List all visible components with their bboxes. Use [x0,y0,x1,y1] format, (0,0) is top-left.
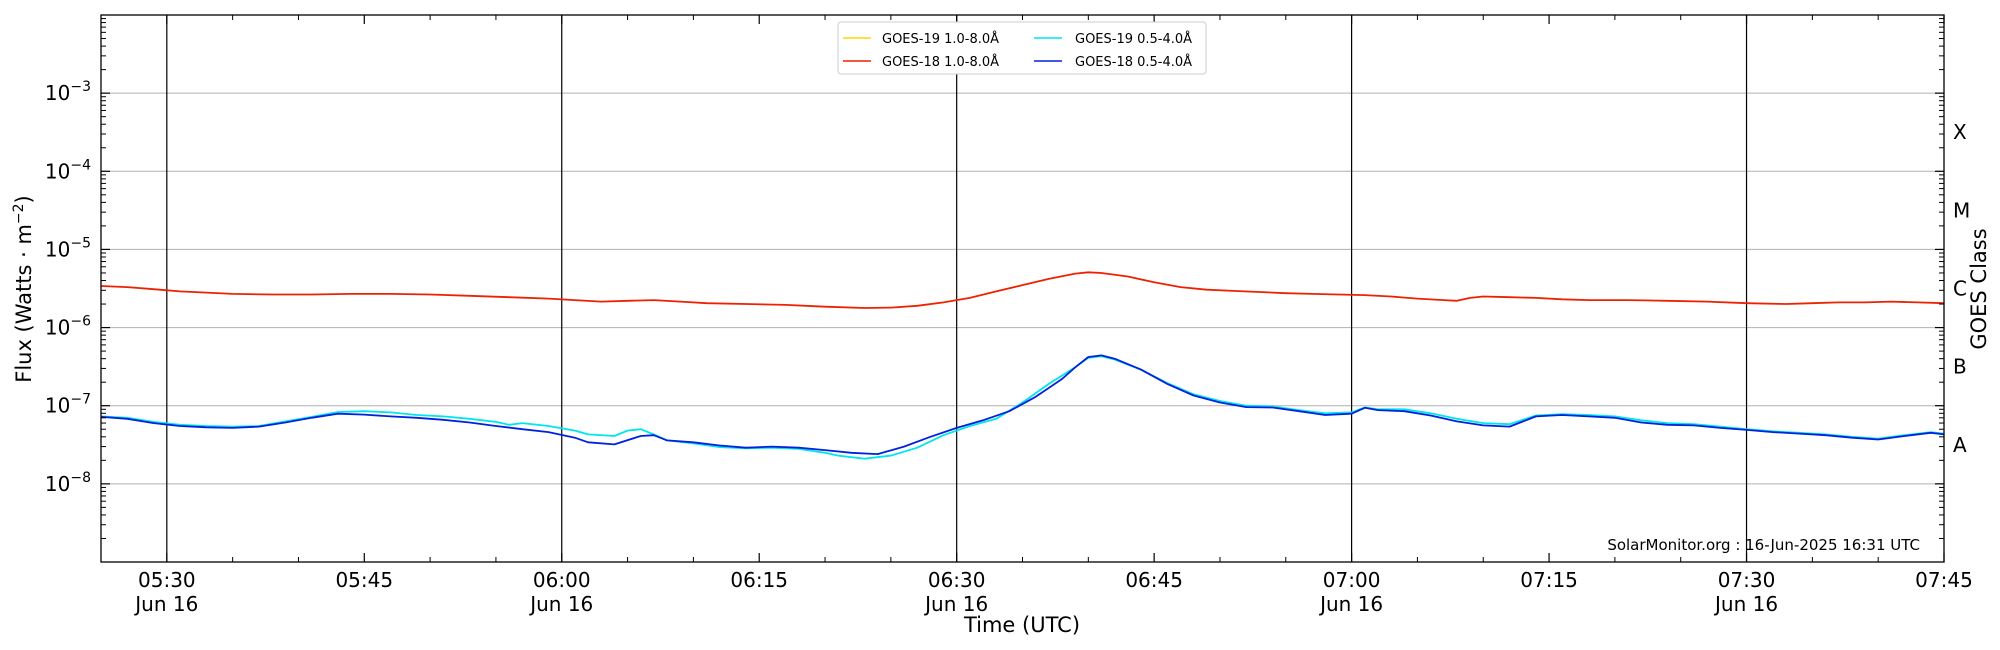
legend-label-goes18-long: GOES-18 1.0-8.0Å [882,54,999,70]
x-tick-label: 05:30 [138,568,196,592]
x-tick-label: 07:15 [1520,568,1578,592]
goes-class-label: X [1953,120,1967,144]
grid-lines [101,92,1944,485]
y-tick-label: 10−7 [45,392,91,418]
x-tick-label: 07:45 [1915,568,1973,592]
legend-label-goes19-short: GOES-19 0.5-4.0Å [1075,31,1192,47]
x-tick-label: 05:45 [335,568,393,592]
y-tick-label: 10−3 [45,79,91,105]
x-tick-date-label: Jun 16 [923,592,988,616]
day-marker-lines [166,15,1748,562]
goes-class-label: C [1953,277,1967,301]
x-tick-date-label: Jun 16 [1713,592,1778,616]
goes-class-label: B [1953,355,1967,379]
legend-label-goes18-short: GOES-18 0.5-4.0Å [1075,54,1192,70]
series-line-3 [100,354,1945,455]
y-tick-label: 10−4 [45,157,91,183]
y-tick-label: 10−6 [45,314,91,340]
series-lines [100,271,1945,460]
axis-ticks [100,15,1945,562]
goes-class-labels: A B C M X [1953,120,1970,457]
y-axis-title: Flux (Watts · m−2) [11,195,36,383]
x-tick-date-label: Jun 16 [1318,592,1383,616]
legend: GOES-19 1.0-8.0Å GOES-18 1.0-8.0Å GOES-1… [837,21,1207,75]
x-tick-label: 06:15 [730,568,788,592]
x-tick-label: 07:00 [1323,568,1381,592]
x-tick-label: 06:00 [533,568,591,592]
right-axis-title: GOES Class [1967,228,1991,349]
y-tick-labels: 10−8 10−7 10−6 10−5 10−4 10−3 [45,79,91,496]
series-line-1 [100,271,1945,309]
x-tick-label: 07:30 [1718,568,1776,592]
legend-label-goes19-long: GOES-19 1.0-8.0Å [882,31,999,47]
y-tick-label: 10−8 [45,470,91,496]
y-tick-label: 10−5 [45,235,91,261]
x-tick-date-label: Jun 16 [528,592,593,616]
x-tick-label: 06:45 [1125,568,1183,592]
goes-class-label: M [1953,198,1970,222]
x-tick-label: 06:30 [928,568,986,592]
goes-class-label: A [1953,433,1967,457]
legend-box [837,21,1207,75]
credit-text: SolarMonitor.org : 16-Jun-2025 16:31 UTC [1607,536,1920,554]
x-tick-date-label: Jun 16 [133,592,198,616]
x-axis-title: Time (UTC) [963,613,1080,637]
